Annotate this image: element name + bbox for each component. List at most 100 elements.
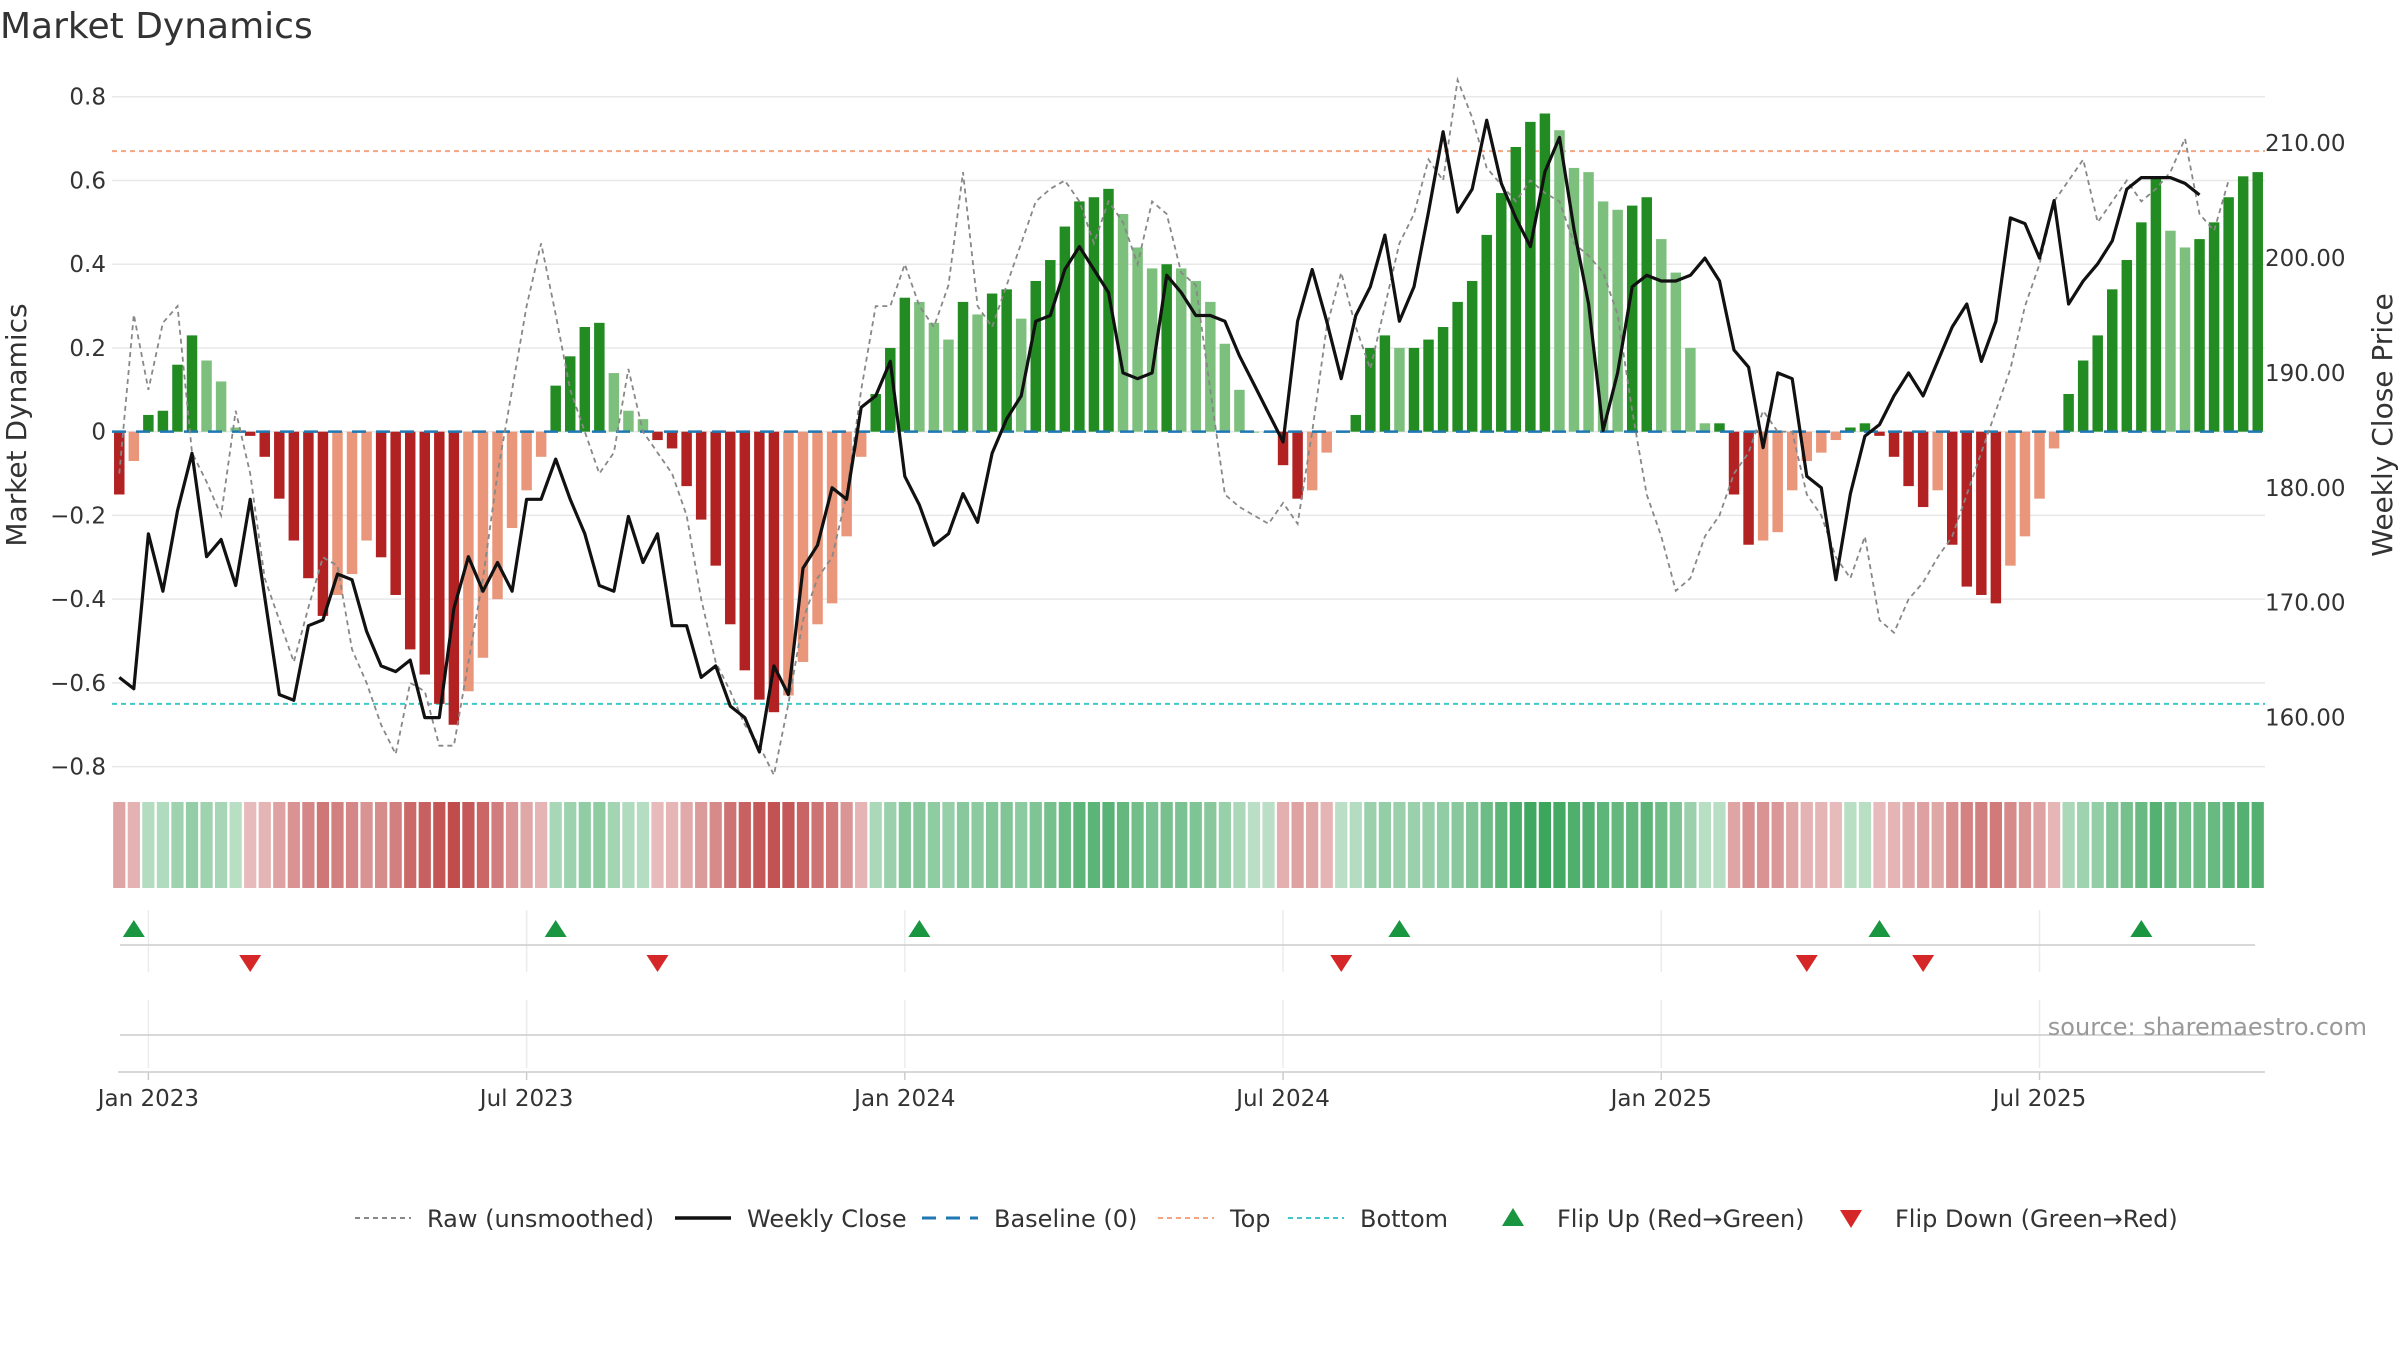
bar bbox=[943, 339, 954, 432]
strip-cell bbox=[389, 802, 402, 888]
bar bbox=[754, 431, 765, 700]
bar bbox=[1743, 431, 1754, 545]
strip-cell bbox=[1800, 802, 1813, 888]
strip-cell bbox=[1189, 802, 1202, 888]
bar bbox=[390, 431, 401, 595]
strip-cell bbox=[2149, 802, 2163, 888]
strip-cell bbox=[1000, 802, 1013, 888]
strip-cell bbox=[214, 802, 228, 888]
strip-cell bbox=[622, 802, 635, 888]
strip-cell bbox=[2193, 802, 2206, 888]
strip-cell bbox=[447, 802, 460, 888]
legend-item: Top bbox=[1158, 1205, 1271, 1233]
bar bbox=[1103, 188, 1114, 432]
strip-cell bbox=[913, 802, 926, 888]
x-axis: Jan 2023 Jul 2023 Jan 2024 Jul 2024 Jan 2025… bbox=[96, 1072, 2086, 1112]
flip-up-marker bbox=[544, 920, 567, 937]
bar bbox=[143, 414, 154, 432]
bar bbox=[1626, 205, 1638, 432]
strip-cell bbox=[505, 802, 519, 888]
legend-item: Flip Up (Red→Green) bbox=[1502, 1205, 1805, 1233]
y2-tick-label: 200.00 bbox=[2265, 246, 2345, 272]
bar bbox=[608, 373, 620, 432]
strip-cell bbox=[796, 802, 810, 888]
bar bbox=[1306, 431, 1318, 491]
strip-cell bbox=[2178, 802, 2192, 888]
strip-cell bbox=[1364, 802, 1377, 888]
strip-cell bbox=[855, 802, 868, 888]
bar bbox=[899, 297, 911, 432]
strip-cell bbox=[1204, 802, 1217, 888]
x-tick-label: Jul 2023 bbox=[478, 1086, 574, 1112]
source-panel bbox=[118, 1000, 2265, 1073]
bar bbox=[434, 431, 445, 704]
strip-cell bbox=[1466, 802, 1479, 888]
strip-cell bbox=[811, 802, 824, 888]
strip-cell bbox=[1757, 802, 1770, 888]
x-tick-label: Jan 2023 bbox=[96, 1086, 199, 1112]
bar bbox=[506, 431, 518, 528]
bar bbox=[346, 431, 358, 575]
strip-cell bbox=[258, 802, 271, 888]
bar bbox=[1277, 431, 1289, 466]
strip-cell bbox=[1029, 802, 1042, 888]
flip-up-marker bbox=[122, 920, 145, 937]
bar bbox=[2165, 230, 2176, 432]
bar bbox=[1117, 213, 1129, 432]
strip-cell bbox=[2047, 802, 2061, 888]
bar bbox=[2077, 360, 2089, 432]
strip-cell bbox=[1247, 802, 1261, 888]
strip-cell bbox=[1276, 802, 1290, 888]
bar bbox=[1888, 431, 1900, 457]
strip-cell bbox=[1015, 802, 1028, 888]
flip-down-marker bbox=[1330, 955, 1353, 972]
strip-cell bbox=[1960, 802, 1973, 888]
strip-cell bbox=[302, 802, 315, 888]
bar bbox=[2092, 335, 2103, 432]
bar-series bbox=[112, 113, 2265, 725]
bar bbox=[1670, 272, 1682, 432]
strip-cell bbox=[1451, 802, 1464, 888]
bar bbox=[1597, 201, 1609, 432]
bar bbox=[186, 335, 198, 432]
bar bbox=[1641, 197, 1652, 432]
bar bbox=[1946, 431, 1958, 545]
strip-cell bbox=[825, 802, 839, 888]
bar bbox=[1452, 301, 1463, 432]
bar bbox=[812, 431, 823, 625]
flip-down-marker bbox=[646, 955, 669, 972]
bar bbox=[2136, 222, 2147, 432]
strip-cell bbox=[1640, 802, 1653, 888]
legend-item: Bottom bbox=[1288, 1205, 1448, 1233]
strip-cell bbox=[1291, 802, 1304, 888]
bar bbox=[448, 431, 460, 725]
bar bbox=[1132, 247, 1143, 432]
bar bbox=[172, 364, 183, 432]
strip-cell bbox=[433, 802, 446, 888]
strip-cell bbox=[593, 802, 606, 888]
strip-cell bbox=[200, 802, 213, 888]
bar bbox=[1714, 423, 1725, 432]
x-tick-label: Jan 2025 bbox=[1609, 1086, 1712, 1112]
strip-cell bbox=[360, 802, 373, 888]
strip-cell bbox=[1989, 802, 2002, 888]
bar bbox=[710, 431, 721, 566]
strip-cell bbox=[1306, 802, 1319, 888]
strip-cell bbox=[956, 802, 970, 888]
strip-cell bbox=[1887, 802, 1901, 888]
strip-cell bbox=[2135, 802, 2148, 888]
strip-cell bbox=[1087, 802, 1101, 888]
bar bbox=[2223, 197, 2234, 432]
bar bbox=[2208, 222, 2220, 432]
bar bbox=[1728, 431, 1740, 495]
strip-cell bbox=[1218, 802, 1231, 888]
y-tick-label: 0 bbox=[91, 420, 106, 446]
strip-cell bbox=[1946, 802, 1959, 888]
bar bbox=[1190, 280, 1202, 432]
bar bbox=[2034, 431, 2045, 499]
strip-cell bbox=[1655, 802, 1668, 888]
strip-cell bbox=[2222, 802, 2235, 888]
strip-cell bbox=[1538, 802, 1552, 888]
strip-cell bbox=[709, 802, 722, 888]
